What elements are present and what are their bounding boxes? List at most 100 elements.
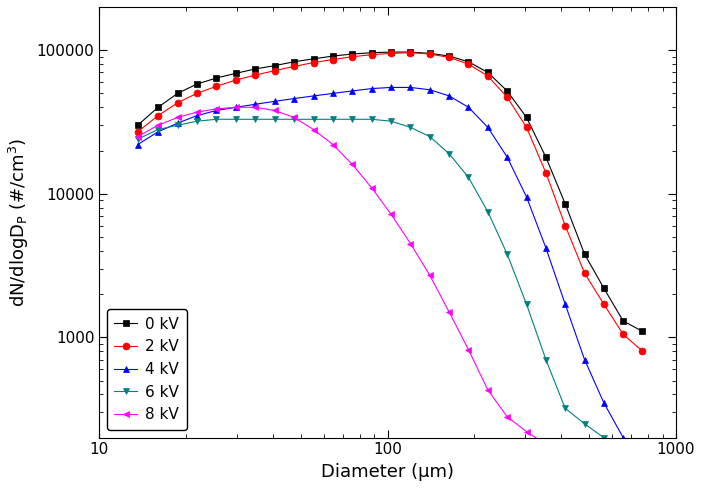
2 kV [212,83,220,89]
8 kV [192,109,201,115]
2 kV [406,50,415,56]
8 kV [251,104,260,110]
6 kV [387,118,395,124]
2 kV [173,100,182,106]
2 kV [561,223,569,228]
0 kV [619,318,628,324]
8 kV [484,387,492,393]
2 kV [484,73,492,79]
4 kV [251,102,260,107]
6 kV [600,435,608,441]
4 kV [212,107,220,113]
Line: 4 kV: 4 kV [134,84,646,468]
2 kV [445,55,453,61]
2 kV [290,63,298,69]
8 kV [154,122,162,128]
4 kV [484,124,492,130]
4 kV [581,357,589,363]
6 kV [212,116,220,122]
6 kV [561,406,569,411]
Line: 6 kV: 6 kV [134,116,627,463]
0 kV [581,251,589,257]
2 kV [367,52,376,58]
6 kV [310,116,318,122]
4 kV [464,104,472,110]
2 kV [542,170,550,176]
0 kV [133,122,142,128]
0 kV [406,49,415,55]
8 kV [581,472,589,478]
4 kV [542,245,550,251]
4 kV [406,84,415,90]
0 kV [425,50,434,56]
6 kV [425,134,434,140]
6 kV [522,301,531,307]
4 kV [503,154,511,160]
6 kV [348,116,357,122]
8 kV [367,185,376,191]
6 kV [445,151,453,157]
8 kV [348,162,357,167]
2 kV [154,113,162,119]
0 kV [522,115,531,121]
4 kV [348,88,357,94]
6 kV [367,116,376,122]
0 kV [173,90,182,96]
0 kV [212,75,220,81]
8 kV [503,414,511,420]
0 kV [445,53,453,59]
2 kV [600,301,608,307]
6 kV [619,457,628,463]
4 kV [445,93,453,99]
8 kV [232,104,240,110]
2 kV [464,61,472,67]
4 kV [367,86,376,92]
2 kV [133,129,142,135]
2 kV [192,90,201,96]
4 kV [387,84,395,90]
0 kV [367,50,376,56]
2 kV [310,60,318,65]
0 kV [348,51,357,57]
Line: 0 kV: 0 kV [134,49,646,335]
Y-axis label: dN/dlogD$_\mathrm{P}$ (#/cm$^3$): dN/dlogD$_\mathrm{P}$ (#/cm$^3$) [7,138,31,307]
6 kV [464,174,472,180]
6 kV [270,116,279,122]
0 kV [251,66,260,72]
2 kV [387,50,395,56]
0 kV [464,59,472,65]
6 kV [232,116,240,122]
8 kV [212,106,220,112]
8 kV [290,115,298,121]
8 kV [542,441,550,447]
6 kV [329,116,337,122]
6 kV [192,118,201,124]
6 kV [503,251,511,257]
Line: 2 kV: 2 kV [134,49,646,355]
2 kV [329,57,337,62]
8 kV [329,142,337,147]
0 kV [503,88,511,94]
Legend: 0 kV, 2 kV, 4 kV, 6 kV, 8 kV: 0 kV, 2 kV, 4 kV, 6 kV, 8 kV [107,309,187,430]
0 kV [270,63,279,69]
0 kV [638,328,647,334]
2 kV [503,94,511,100]
8 kV [522,429,531,435]
4 kV [290,96,298,102]
2 kV [638,348,647,354]
0 kV [387,49,395,55]
0 kV [542,154,550,160]
0 kV [600,285,608,291]
4 kV [425,87,434,93]
2 kV [619,331,628,337]
2 kV [581,270,589,276]
6 kV [484,209,492,215]
4 kV [329,90,337,96]
4 kV [154,129,162,135]
4 kV [638,462,647,468]
8 kV [425,272,434,278]
8 kV [173,115,182,121]
8 kV [133,134,142,140]
4 kV [310,93,318,99]
0 kV [561,201,569,207]
